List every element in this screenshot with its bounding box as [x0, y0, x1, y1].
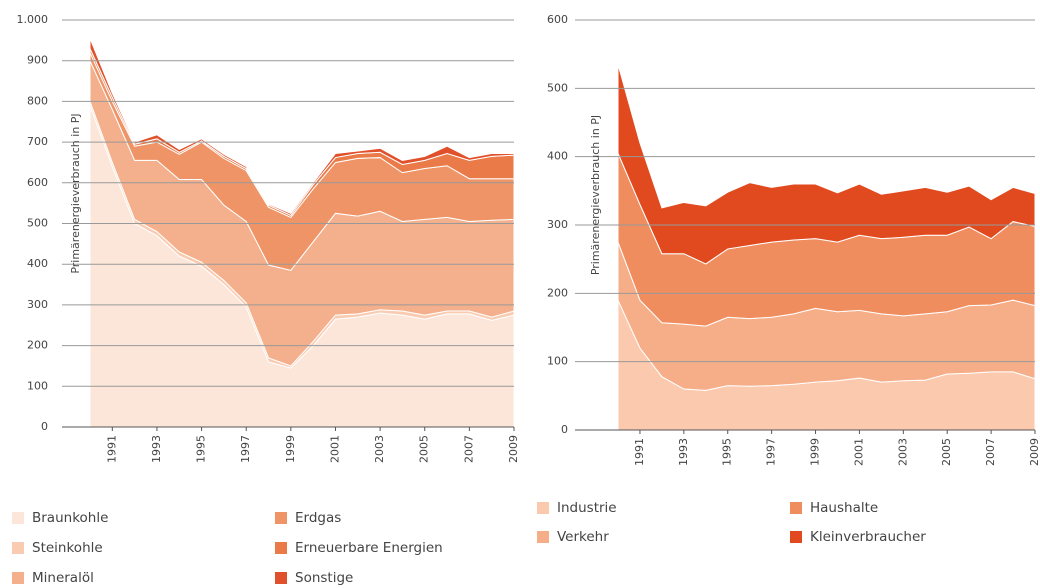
legend-label: Braunkohle — [32, 510, 108, 526]
y-axis-title: Primärenergieverbrauch in PJ — [589, 115, 602, 275]
legend-swatch — [275, 542, 287, 554]
legend-swatch — [12, 542, 24, 554]
legend-swatch — [790, 531, 802, 543]
y-tick-label: 200 — [27, 339, 48, 352]
x-tick-label: 1993 — [677, 438, 690, 466]
area — [89, 38, 515, 216]
y-tick-label: 600 — [27, 176, 48, 189]
x-tick-label: 1995 — [721, 438, 734, 466]
y-tick-label: 100 — [547, 355, 568, 368]
legend-label: Mineralöl — [32, 570, 94, 586]
legend-swatch — [275, 572, 287, 584]
legend-swatch — [790, 502, 802, 514]
x-tick-label: 2001 — [852, 438, 865, 466]
y-tick-label: 800 — [27, 94, 48, 107]
y-tick-label: 100 — [27, 379, 48, 392]
x-tick-label: 2003 — [896, 438, 909, 466]
y-axis-title: Primärenergieverbrauch in PJ — [69, 113, 82, 273]
x-tick-label: 2009 — [1028, 438, 1040, 466]
y-tick-label: 1.000 — [17, 13, 49, 26]
x-tick-label: 1995 — [195, 435, 208, 463]
y-tick-label: 900 — [27, 54, 48, 67]
y-tick-label: 700 — [27, 135, 48, 148]
legend-label: Industrie — [557, 500, 617, 516]
y-tick-label: 500 — [27, 217, 48, 230]
legend-label: Verkehr — [557, 529, 609, 545]
legend-label: Haushalte — [810, 500, 878, 516]
x-tick-label: 2001 — [328, 435, 341, 463]
y-tick-label: 500 — [547, 81, 568, 94]
legend-label: Steinkohle — [32, 540, 103, 556]
y-tick-label: 300 — [547, 218, 568, 231]
legend-swatch — [12, 572, 24, 584]
y-tick-label: 0 — [561, 423, 568, 436]
y-tick-label: 400 — [27, 257, 48, 270]
area — [617, 64, 1036, 265]
x-tick-label: 2009 — [507, 435, 520, 463]
y-tick-label: 200 — [547, 286, 568, 299]
y-tick-label: 600 — [547, 13, 568, 26]
legend-label: Erdgas — [295, 510, 341, 526]
x-tick-label: 2005 — [418, 435, 431, 463]
legend-label: Sonstige — [295, 570, 353, 586]
y-tick-label: 400 — [547, 150, 568, 163]
legend-swatch — [537, 502, 549, 514]
y-tick-label: 300 — [27, 298, 48, 311]
x-tick-label: 1999 — [284, 435, 297, 463]
legend-swatch — [537, 531, 549, 543]
legend-label: Erneuerbare Energien — [295, 540, 443, 556]
x-tick-label: 1991 — [105, 435, 118, 463]
y-tick-label: 0 — [41, 420, 48, 433]
x-tick-label: 1991 — [633, 438, 646, 466]
x-tick-label: 1997 — [765, 438, 778, 466]
x-tick-label: 2007 — [462, 435, 475, 463]
x-tick-label: 1999 — [809, 438, 822, 466]
legend-swatch — [275, 512, 287, 524]
x-tick-label: 1993 — [150, 435, 163, 463]
x-tick-label: 2007 — [984, 438, 997, 466]
x-tick-label: 2005 — [940, 438, 953, 466]
x-tick-label: 1997 — [239, 435, 252, 463]
legend-label: Kleinverbraucher — [810, 529, 926, 545]
legend-swatch — [12, 512, 24, 524]
x-tick-label: 2003 — [373, 435, 386, 463]
